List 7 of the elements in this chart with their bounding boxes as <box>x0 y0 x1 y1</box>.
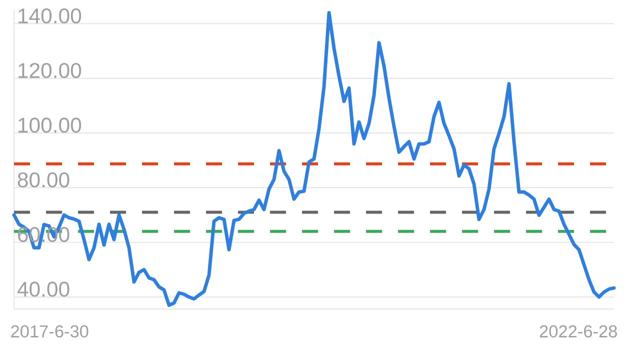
y-tick-label: 100.00 <box>18 118 82 133</box>
y-tick-label: 80.00 <box>18 172 70 188</box>
y-tick-label: 120.00 <box>18 63 82 78</box>
y-tick-label: 40.00 <box>17 282 70 297</box>
text: 2017-6-30 <box>11 325 88 338</box>
y-tick-label: 140.00 <box>18 8 82 24</box>
text: 2022-6-28 <box>540 325 617 338</box>
